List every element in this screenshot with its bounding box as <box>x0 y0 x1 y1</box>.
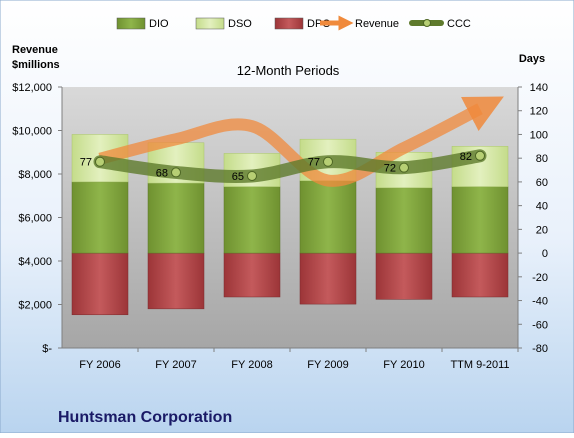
x-axis-tick-label: FY 2010 <box>383 359 424 371</box>
ccc-point <box>475 150 485 161</box>
dpo-bar <box>71 252 129 316</box>
legend: DIO DSO DPO Revenue CCC <box>116 15 471 31</box>
left-axis-tick-label: $10,000 <box>12 126 52 138</box>
dio-bar <box>71 181 129 254</box>
ccc-point <box>323 156 333 167</box>
legend-label-revenue: Revenue <box>355 18 399 30</box>
dio-bar <box>147 182 205 254</box>
ccc-data-label: 65 <box>232 171 244 183</box>
ccc-point <box>247 170 257 181</box>
left-axis-label-line2: $millions <box>12 59 60 71</box>
left-axis-tick-label: $12,000 <box>12 82 52 94</box>
left-axis-tick-label: $6,000 <box>18 213 52 225</box>
ccc-data-label: 68 <box>156 167 168 179</box>
left-axis-tick-label: $- <box>42 343 52 355</box>
dpo-bar <box>451 252 509 298</box>
dpo-bar <box>299 252 357 305</box>
dio-bar <box>223 186 281 254</box>
right-axis-label: Days <box>519 53 545 65</box>
legend-swatch-dso <box>195 17 225 30</box>
ccc-point <box>171 167 181 178</box>
legend-label-dio: DIO <box>149 18 169 30</box>
left-axis-tick-label: $2,000 <box>18 300 52 312</box>
dpo-bar <box>147 252 205 310</box>
legend-swatch-dio <box>116 17 146 30</box>
x-axis-tick-label: FY 2006 <box>79 359 120 371</box>
right-axis-tick-label: 80 <box>536 153 548 165</box>
left-axis-tick-label: $8,000 <box>18 169 52 181</box>
right-axis-tick-label: -80 <box>532 343 548 355</box>
ccc-data-label: 82 <box>460 151 472 163</box>
right-axis-tick-label: 100 <box>530 129 548 141</box>
legend-label-dso: DSO <box>228 18 252 30</box>
chart-title: 12-Month Periods <box>237 63 340 78</box>
x-axis-tick-label: FY 2007 <box>155 359 196 371</box>
legend-swatch-dpo <box>274 17 304 30</box>
ccc-data-label: 77 <box>80 157 92 169</box>
right-axis-tick-label: 60 <box>536 177 548 189</box>
x-axis-tick-label: FY 2009 <box>307 359 348 371</box>
right-axis-tick-label: -20 <box>532 272 548 284</box>
ccc-data-label: 72 <box>384 163 396 175</box>
ccc-point <box>399 162 409 173</box>
lines-layer: 77 68 65 77 72 82 <box>80 96 504 187</box>
ccc-point <box>95 156 105 167</box>
x-axis-tick-label: FY 2008 <box>231 359 272 371</box>
legend-label-ccc: CCC <box>447 18 471 30</box>
right-axis-tick-label: 40 <box>536 201 548 213</box>
ccc-line <box>93 149 487 184</box>
right-axis-tick-label: 20 <box>536 224 548 236</box>
left-axis-tick-label: $4,000 <box>18 256 52 268</box>
axes-layer: $- $2,000 $4,000 $6,000 $8,000 $10,000 $12,000… <box>12 82 548 371</box>
right-axis-tick-label: 0 <box>542 248 548 260</box>
revenue-line <box>98 96 504 187</box>
x-axis-tick-label: TTM 9-2011 <box>450 359 509 371</box>
left-axis-label-line1: Revenue <box>12 44 58 56</box>
legend-marker-ccc <box>423 19 431 27</box>
right-axis-tick-label: -40 <box>532 296 548 308</box>
dpo-bar <box>375 252 433 300</box>
right-axis-tick-label: -60 <box>532 319 548 331</box>
right-axis-tick-label: 140 <box>530 82 548 94</box>
dio-bar <box>451 186 509 254</box>
dpo-bar <box>223 252 281 298</box>
company-name: Huntsman Corporation <box>58 409 232 426</box>
ccc-data-label: 77 <box>308 157 320 169</box>
right-axis-tick-label: 120 <box>530 106 548 118</box>
dio-bar <box>299 180 357 254</box>
dio-bar <box>375 187 433 254</box>
